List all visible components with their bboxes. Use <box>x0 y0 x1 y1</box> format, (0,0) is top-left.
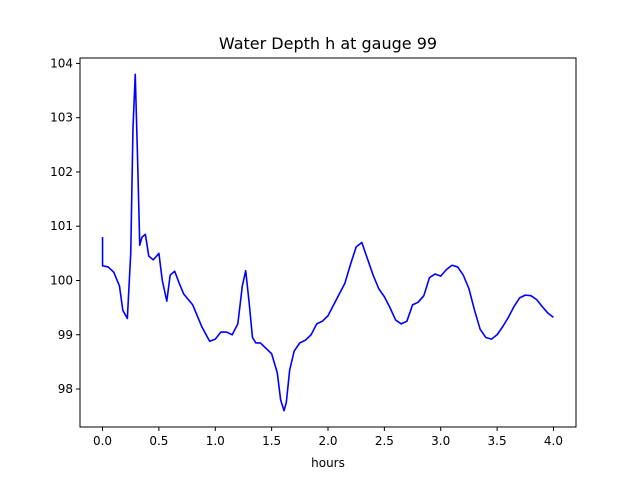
series-line-0 <box>101 73 554 412</box>
x-tick-label: 0.5 <box>149 434 168 448</box>
x-tick-label: 4.0 <box>544 434 563 448</box>
y-tick-label: 99 <box>58 328 73 342</box>
x-tick-label: 2.0 <box>318 434 337 448</box>
x-tick-label: 2.5 <box>375 434 394 448</box>
x-tick-label: 3.5 <box>488 434 507 448</box>
x-tick-label: 1.0 <box>206 434 225 448</box>
y-tick-label: 100 <box>50 273 73 287</box>
x-tick-label: 1.5 <box>262 434 281 448</box>
y-tick-label: 104 <box>50 56 73 70</box>
x-tick-label: 0.0 <box>93 434 112 448</box>
x-axis-label: hours <box>311 456 345 470</box>
x-axis: 0.0 0.5 1.0 1.5 2.0 2.5 3.0 3.5 4.0 <box>93 427 563 448</box>
y-tick-label: 98 <box>58 382 73 396</box>
y-axis: 98 99 100 101 102 103 104 <box>50 56 80 396</box>
y-tick-label: 103 <box>50 111 73 125</box>
chart-title: Water Depth h at gauge 99 <box>219 34 437 53</box>
y-tick-label: 101 <box>50 219 73 233</box>
plot-area <box>101 73 554 412</box>
y-tick-label: 102 <box>50 165 73 179</box>
x-tick-label: 3.0 <box>431 434 450 448</box>
